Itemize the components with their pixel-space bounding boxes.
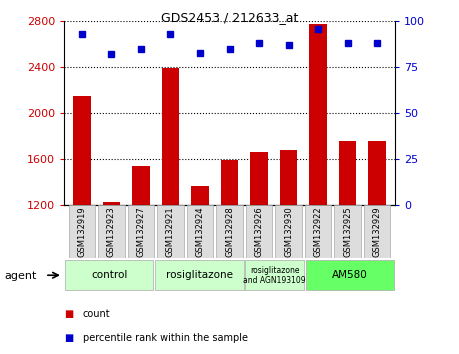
Text: rosiglitazone: rosiglitazone [166, 270, 233, 280]
Text: ■: ■ [64, 309, 73, 319]
FancyBboxPatch shape [306, 260, 394, 290]
FancyBboxPatch shape [155, 260, 244, 290]
Bar [191, 186, 209, 205]
Text: GSM132930: GSM132930 [284, 206, 293, 257]
FancyBboxPatch shape [187, 205, 213, 258]
Bar [368, 141, 386, 205]
FancyBboxPatch shape [275, 205, 302, 258]
Text: GSM132921: GSM132921 [166, 206, 175, 257]
FancyBboxPatch shape [157, 205, 184, 258]
Text: GSM132925: GSM132925 [343, 206, 352, 257]
Text: GSM132919: GSM132919 [78, 206, 86, 257]
Bar [73, 96, 91, 205]
FancyBboxPatch shape [65, 260, 153, 290]
FancyBboxPatch shape [128, 205, 154, 258]
Text: GSM132924: GSM132924 [196, 206, 205, 257]
Bar [309, 24, 327, 205]
Text: GSM132929: GSM132929 [373, 206, 381, 257]
Text: AM580: AM580 [332, 270, 368, 280]
Bar [280, 150, 297, 205]
FancyBboxPatch shape [246, 260, 304, 290]
FancyBboxPatch shape [305, 205, 331, 258]
FancyBboxPatch shape [69, 205, 95, 258]
Text: agent: agent [5, 271, 37, 281]
Text: GSM132927: GSM132927 [136, 206, 146, 257]
FancyBboxPatch shape [246, 205, 272, 258]
Text: GSM132922: GSM132922 [313, 206, 323, 257]
Bar [103, 202, 120, 205]
FancyBboxPatch shape [216, 205, 243, 258]
Text: GSM132928: GSM132928 [225, 206, 234, 257]
Bar [221, 160, 238, 205]
FancyBboxPatch shape [364, 205, 390, 258]
Bar [250, 153, 268, 205]
Text: GDS2453 / 212633_at: GDS2453 / 212633_at [161, 11, 298, 24]
Text: ■: ■ [64, 333, 73, 343]
Text: GSM132926: GSM132926 [254, 206, 263, 257]
Text: count: count [83, 309, 110, 319]
FancyBboxPatch shape [334, 205, 361, 258]
FancyBboxPatch shape [98, 205, 125, 258]
Text: percentile rank within the sample: percentile rank within the sample [83, 333, 247, 343]
Bar [339, 141, 356, 205]
Text: GSM132923: GSM132923 [107, 206, 116, 257]
Bar [132, 166, 150, 205]
Text: control: control [91, 270, 128, 280]
Bar [162, 68, 179, 205]
Text: rosiglitazone
and AGN193109: rosiglitazone and AGN193109 [243, 266, 306, 285]
